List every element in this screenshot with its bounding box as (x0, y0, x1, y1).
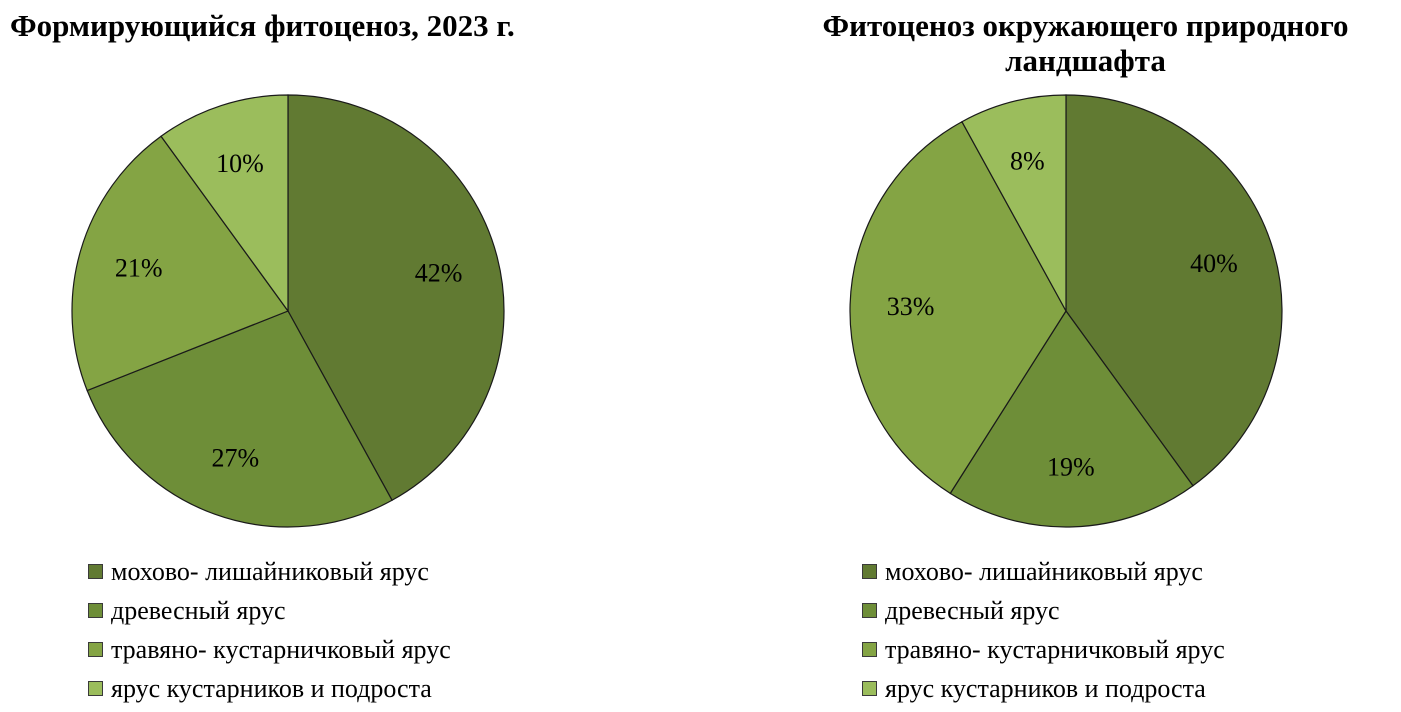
legend: мохово- лишайниковый ярус древесный ярус… (862, 552, 1225, 708)
legend-swatch (862, 603, 877, 618)
slice-data-label: 33% (887, 292, 935, 321)
pie-plot: 40% 19% 33% 8% (849, 94, 1283, 528)
legend-entry: ярус кустарников и подроста (862, 669, 1225, 708)
legend-label: травяно- кустарничковый ярус (885, 634, 1225, 664)
legend-swatch (88, 642, 103, 657)
pie-slice (949, 309, 1194, 528)
pie-plot: 42% 27% 21% 10% (71, 94, 505, 528)
legend-label: ярус кустарников и подроста (885, 673, 1206, 703)
legend-label: ярус кустарников и подроста (111, 673, 432, 703)
legend-entry: мохово- лишайниковый ярус (88, 552, 451, 591)
slice-data-label: 27% (211, 443, 259, 472)
legend-label: древесный ярус (885, 595, 1060, 625)
pie-slice (86, 310, 393, 528)
legend-label: древесный ярус (111, 595, 286, 625)
legend-swatch (862, 642, 877, 657)
pie-slice (287, 94, 505, 502)
pie-slice (961, 94, 1067, 312)
slice-data-label: 40% (1190, 249, 1238, 278)
legend-label: травяно- кустарничковый ярус (111, 634, 451, 664)
legend-entry: древесный ярус (88, 591, 451, 630)
legend-entry: травяно- кустарничковый ярус (88, 630, 451, 669)
slice-data-label: 10% (216, 149, 264, 178)
legend-entry: древесный ярус (862, 591, 1225, 630)
slice-data-label: 21% (115, 254, 163, 283)
legend: мохово- лишайниковый ярус древесный ярус… (88, 552, 451, 708)
legend-swatch (88, 564, 103, 579)
legend-swatch (862, 564, 877, 579)
pie-chart-forming-phytocenosis: Формирующийся фитоценоз, 2023 г. 42% 27% 2… (0, 0, 620, 712)
pie-slice (71, 135, 289, 392)
legend-entry: травяно- кустарничковый ярус (862, 630, 1225, 669)
legend-label: мохово- лишайниковый ярус (111, 556, 429, 586)
chart-title: Формирующийся фитоценоз, 2023 г. (10, 8, 515, 43)
legend-swatch (862, 681, 877, 696)
legend-entry: ярус кустарников и подроста (88, 669, 451, 708)
slice-data-label: 42% (415, 258, 463, 287)
legend-label: мохово- лишайниковый ярус (885, 556, 1203, 586)
legend-swatch (88, 603, 103, 618)
pie-slice (849, 120, 1067, 495)
pie-slice (160, 94, 289, 313)
chart-title: Фитоценоз окружающего природного ландшаф… (822, 8, 1349, 78)
slice-data-label: 19% (1047, 452, 1095, 481)
legend-swatch (88, 681, 103, 696)
pie-slice (1065, 94, 1283, 487)
pie-chart-surrounding-landscape: Фитоценоз окружающего природного ландшаф… (770, 0, 1401, 712)
legend-entry: мохово- лишайниковый ярус (862, 552, 1225, 591)
slice-data-label: 8% (1010, 146, 1045, 175)
